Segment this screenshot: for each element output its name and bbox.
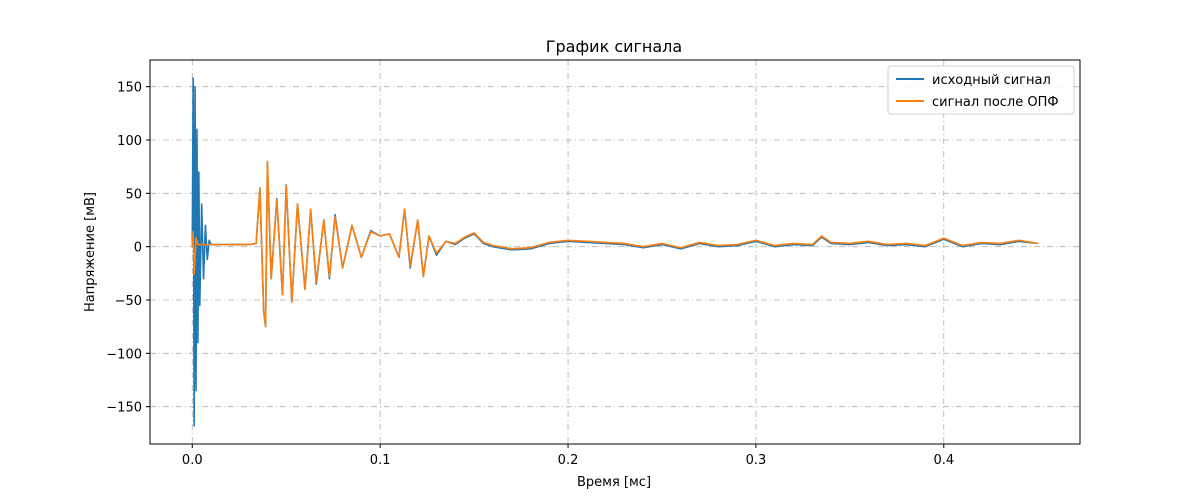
x-tick-label: 0.3 (746, 453, 767, 468)
series-line-1 (191, 77, 1038, 427)
legend: исходный сигнал сигнал после ОПФ (887, 65, 1075, 115)
y-axis-label: Напряжение [мВ] (83, 192, 98, 312)
series-layer (191, 77, 1038, 427)
legend-label: сигнал после ОПФ (932, 95, 1059, 110)
x-axis-label: Время [мс] (577, 475, 651, 490)
x-tick-label: 0.1 (370, 453, 391, 468)
y-tick-label: 100 (117, 134, 142, 149)
x-tick-label: 0.4 (933, 453, 954, 468)
legend-label: исходный сигнал (932, 73, 1051, 88)
chart-title: График сигнала (546, 37, 682, 56)
y-tick-label: −100 (106, 347, 142, 362)
y-tick-label: −50 (115, 294, 142, 309)
x-axis: 0.0 0.1 0.2 0.3 0.4 (182, 444, 954, 468)
y-tick-label: 50 (125, 187, 142, 202)
x-tick-label: 0.0 (182, 453, 203, 468)
y-tick-label: −150 (106, 401, 142, 416)
y-axis: −150 −100 −50 0 50 100 150 (106, 81, 150, 416)
legend-box (887, 65, 1075, 115)
y-tick-label: 150 (117, 81, 142, 96)
grid (150, 60, 1080, 444)
y-tick-label: 0 (134, 241, 142, 256)
series-line-2 (191, 160, 1038, 328)
plot-frame (149, 59, 1081, 445)
x-tick-label: 0.2 (558, 453, 579, 468)
